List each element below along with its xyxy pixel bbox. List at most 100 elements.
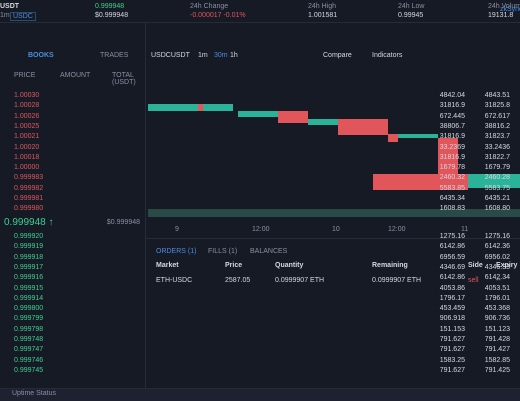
stat-label: 24h Volume (488, 3, 520, 10)
interval-button[interactable]: 1h (230, 52, 238, 59)
book-cell: 1608.83 (439, 205, 465, 213)
book-cell: 31816.9 (439, 153, 465, 161)
book-cell: 1.00021 (14, 133, 40, 141)
orders-column: Price (225, 262, 243, 269)
book-cell: 2460.28 (484, 174, 510, 182)
orders-column: Expiry (496, 262, 518, 269)
book-cell: 1583.25 (439, 356, 465, 364)
book-cell: 6142.36 (484, 243, 510, 251)
book-cell: 1.00018 (14, 153, 40, 161)
toolbar-button[interactable]: Indicators (372, 52, 403, 59)
book-cell: 1.00026 (14, 112, 40, 120)
book-cell: 33.2436 (484, 143, 510, 151)
network[interactable]: zkSync (500, 6, 520, 13)
orders-tab[interactable]: ORDERS (1) (156, 248, 197, 255)
book-cell: 0.999920 (14, 233, 44, 240)
mid-price: 0.999948 ↑ (4, 217, 54, 228)
book-cell: 1679.79 (484, 164, 510, 172)
book-cell: 31825.8 (484, 102, 510, 110)
book-cell: 1796.17 (439, 294, 465, 302)
orders-tab[interactable]: FILLS (1) (208, 248, 238, 255)
book-cell: 4843.51 (484, 92, 510, 99)
stat-value: -0.000017 -0.01% (190, 12, 246, 19)
book-cell: 0.999748 (14, 336, 44, 343)
orders-cell: ETH-USDC (156, 277, 193, 284)
book-cell: 0.999916 (14, 274, 44, 282)
book-cell: 0.999919 (14, 243, 44, 251)
mid-price-usd: $0.999948 (106, 219, 140, 226)
book-cell: 791.427 (484, 346, 510, 354)
book-cell: 1796.01 (484, 294, 510, 302)
book-cell: 453.459 (439, 305, 465, 313)
book-cell: 0.999798 (14, 325, 44, 333)
pair: USDT (0, 3, 20, 10)
book-cell: 1275.16 (439, 233, 465, 240)
book-cell: 0.999982 (14, 184, 44, 192)
top-bar (0, 0, 520, 23)
x-label: 11 (461, 226, 469, 233)
book-cell: 4053.86 (439, 284, 465, 292)
book-cell: 1679.78 (439, 164, 465, 172)
book-cell: 5583.85 (439, 184, 465, 192)
stat-value: 0.99945 (398, 12, 424, 19)
stat-value: 19131.8 (488, 12, 514, 19)
orders-tab[interactable]: BALANCES (250, 248, 288, 255)
book-cell: 906.736 (484, 315, 510, 323)
orders-column: Quantity (275, 262, 304, 269)
orders-cell: sell (468, 277, 479, 284)
stat-value: 1.001581 (308, 12, 338, 19)
book-cell: 1582.85 (484, 356, 510, 364)
book-cell: 0.999980 (14, 205, 44, 213)
uptime-status[interactable]: Uptime Status (12, 390, 56, 397)
orders-column: Remaining (372, 262, 408, 269)
toolbar-button[interactable]: Compare (323, 52, 352, 59)
book-cell: 1.00025 (14, 122, 40, 130)
book-cell: 33.2369 (439, 143, 465, 151)
x-label: 12:00 (388, 226, 406, 233)
book-cell: 31816.9 (439, 133, 465, 141)
x-label: 12:00 (252, 226, 270, 233)
book-cell: 31816.9 (439, 102, 465, 110)
book-cell: 4346.33 (484, 263, 510, 271)
interval-button[interactable]: 30m (214, 52, 228, 59)
book-cell: 38816.2 (484, 122, 510, 130)
book-cell: 31823.7 (484, 133, 510, 141)
quote[interactable]: USDC (10, 12, 36, 21)
book-cell: 4346.69 (439, 263, 465, 271)
book-cell: 4842.04 (439, 92, 465, 99)
book-cell: 1.00020 (14, 143, 40, 151)
book-cell: 453.368 (484, 305, 510, 313)
book-cell: 6142.34 (484, 274, 510, 282)
book-cell: 1.00030 (14, 92, 40, 99)
book-cell: 6956.59 (439, 253, 465, 261)
book-cell: 0.999983 (14, 174, 44, 182)
interval-button[interactable]: 1m (198, 52, 208, 59)
book-cell: 791.428 (484, 336, 510, 343)
book-cell: 1275.16 (484, 233, 510, 240)
book-cell: 151.123 (484, 325, 510, 333)
book-cell: 0.999799 (14, 315, 44, 323)
book-cell: 0.999917 (14, 263, 44, 271)
stat-label: 24h Low (398, 3, 425, 10)
book-cell: 906.918 (439, 315, 465, 323)
book-cell: 6435.34 (439, 195, 465, 202)
orders-column: Side (468, 262, 483, 269)
book-cell: 791.425 (484, 366, 510, 374)
book-cell: 0.999914 (14, 294, 44, 302)
book-column: PRICE (14, 72, 36, 79)
interval: 1m (0, 12, 10, 19)
book-cell: 791.627 (439, 366, 465, 374)
book-tab[interactable]: TRADES (100, 52, 129, 59)
book-cell: 0.999915 (14, 284, 44, 292)
book-column: AMOUNT (60, 72, 91, 79)
book-cell: 1608.80 (484, 205, 510, 213)
candles (148, 104, 520, 217)
stat-label: 24h Change (190, 3, 229, 10)
x-label: 10 (332, 226, 340, 233)
orders-cell: 0.0999907 ETH (275, 277, 325, 284)
book-cell: 31822.7 (484, 153, 510, 161)
book-tab[interactable]: BOOKS (28, 52, 54, 59)
book-cell: 1.00000 (14, 164, 40, 172)
chart-symbol: USDCUSDT (151, 52, 190, 59)
book-cell: 6956.02 (484, 253, 510, 261)
